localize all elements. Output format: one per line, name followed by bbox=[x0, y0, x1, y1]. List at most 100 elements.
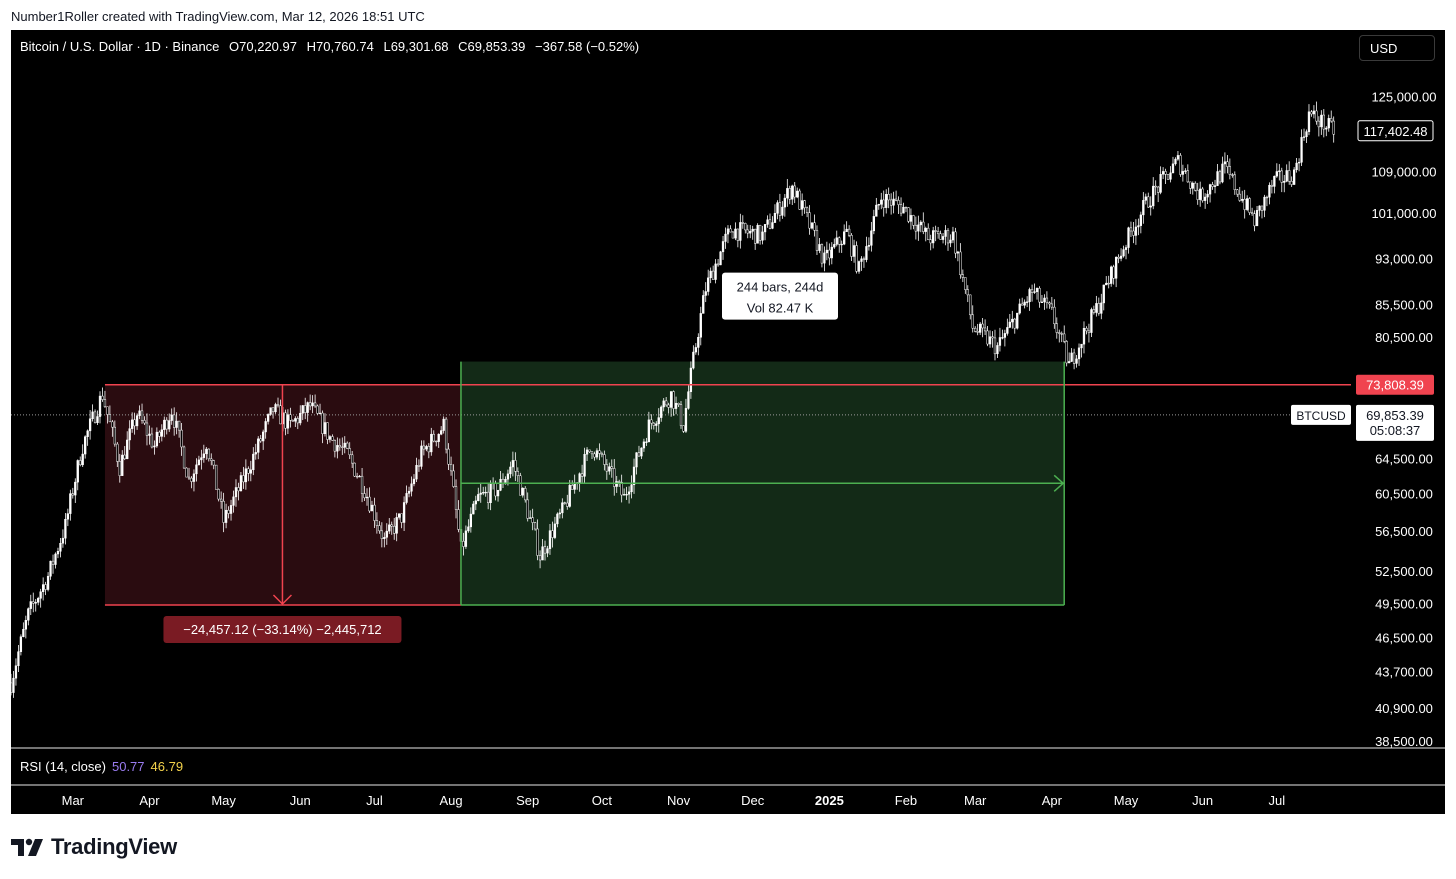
candle bbox=[1080, 343, 1083, 358]
candle-body bbox=[618, 481, 621, 483]
candle bbox=[949, 234, 952, 248]
candle bbox=[197, 455, 201, 466]
candle bbox=[1285, 164, 1288, 183]
candle-body bbox=[974, 327, 977, 332]
candle-body bbox=[603, 454, 606, 465]
candle bbox=[452, 464, 455, 488]
candle-body bbox=[202, 453, 205, 458]
candle bbox=[427, 443, 430, 459]
candle-body bbox=[407, 490, 411, 494]
candle bbox=[736, 228, 740, 248]
currency-selector[interactable]: USD bbox=[1359, 35, 1435, 61]
candle bbox=[1166, 174, 1170, 180]
candle bbox=[660, 405, 663, 422]
candle bbox=[138, 405, 141, 420]
candle-body bbox=[971, 314, 974, 329]
candle bbox=[106, 406, 109, 424]
candle bbox=[86, 429, 89, 446]
candle bbox=[316, 404, 319, 415]
candle bbox=[93, 409, 97, 424]
price-chart[interactable]: −24,457.12 (−33.14%) −2,445,712 244 bars,… bbox=[11, 30, 1445, 814]
candle bbox=[321, 410, 324, 444]
candle bbox=[1189, 181, 1192, 194]
candle bbox=[857, 260, 861, 274]
candle-body bbox=[652, 422, 655, 426]
candle-body bbox=[400, 513, 403, 523]
candle-body bbox=[830, 246, 833, 259]
candle-body bbox=[543, 546, 547, 554]
candle bbox=[531, 508, 534, 531]
candle bbox=[274, 402, 277, 414]
candle bbox=[595, 448, 599, 460]
candle bbox=[1300, 129, 1303, 167]
candle bbox=[353, 462, 356, 477]
candle-body bbox=[299, 412, 302, 424]
candle bbox=[538, 550, 542, 569]
candle bbox=[1280, 167, 1283, 193]
time-axis-tick: Dec bbox=[741, 793, 765, 808]
candle bbox=[437, 433, 440, 448]
candle bbox=[232, 490, 235, 513]
candle bbox=[135, 413, 139, 430]
candle-body bbox=[707, 277, 710, 292]
candle-body bbox=[27, 608, 30, 621]
candle bbox=[1065, 340, 1068, 367]
candle-body bbox=[914, 225, 918, 232]
candle-body bbox=[368, 496, 371, 512]
candle-body bbox=[798, 190, 801, 210]
candle bbox=[974, 326, 977, 333]
candle-body bbox=[76, 460, 79, 483]
candle bbox=[192, 469, 196, 492]
candle-body bbox=[321, 412, 324, 434]
candle-body bbox=[553, 523, 557, 538]
candle bbox=[1127, 226, 1130, 254]
candle bbox=[116, 442, 119, 468]
candle bbox=[1149, 196, 1152, 216]
candle-body bbox=[645, 441, 648, 443]
candle bbox=[1236, 188, 1239, 198]
candle bbox=[711, 265, 715, 280]
candle bbox=[571, 480, 574, 490]
candle-body bbox=[531, 517, 534, 523]
candle bbox=[76, 459, 79, 491]
candle bbox=[961, 269, 964, 283]
candle-body bbox=[756, 224, 759, 244]
candle bbox=[24, 615, 27, 639]
candle-body bbox=[768, 219, 772, 229]
candle-body bbox=[358, 475, 361, 478]
candle bbox=[173, 407, 176, 436]
candle-body bbox=[338, 445, 341, 448]
candle-body bbox=[484, 491, 487, 494]
candle-body bbox=[121, 454, 124, 476]
candle-body bbox=[642, 441, 646, 449]
candle-body bbox=[477, 494, 480, 502]
candle bbox=[909, 208, 913, 230]
candle-body bbox=[803, 200, 806, 209]
time-axis-tick: Feb bbox=[895, 793, 917, 808]
candle bbox=[91, 404, 94, 422]
candle bbox=[516, 467, 519, 482]
chart-frame[interactable]: −24,457.12 (−33.14%) −2,445,712 244 bars,… bbox=[11, 30, 1445, 814]
candle bbox=[741, 215, 744, 229]
candle-body bbox=[341, 446, 344, 448]
candle-body bbox=[850, 235, 853, 257]
candle bbox=[464, 525, 468, 549]
candle bbox=[1152, 177, 1155, 210]
candle-body bbox=[1171, 163, 1175, 174]
candle-body bbox=[907, 207, 910, 222]
candle-body bbox=[370, 504, 374, 512]
candle bbox=[1124, 244, 1128, 260]
candle bbox=[180, 423, 183, 456]
price-axis-tick: 125,000.00 bbox=[1371, 89, 1436, 104]
candle bbox=[867, 237, 871, 251]
candle bbox=[768, 213, 772, 230]
candle bbox=[899, 197, 903, 217]
candle bbox=[1060, 331, 1063, 343]
candle bbox=[1018, 298, 1021, 315]
candle bbox=[946, 228, 950, 251]
time-axis-tick: Aug bbox=[440, 793, 463, 808]
candle-body bbox=[442, 418, 445, 431]
candle-body bbox=[600, 453, 604, 455]
candle bbox=[103, 390, 107, 408]
candle-body bbox=[150, 433, 154, 448]
